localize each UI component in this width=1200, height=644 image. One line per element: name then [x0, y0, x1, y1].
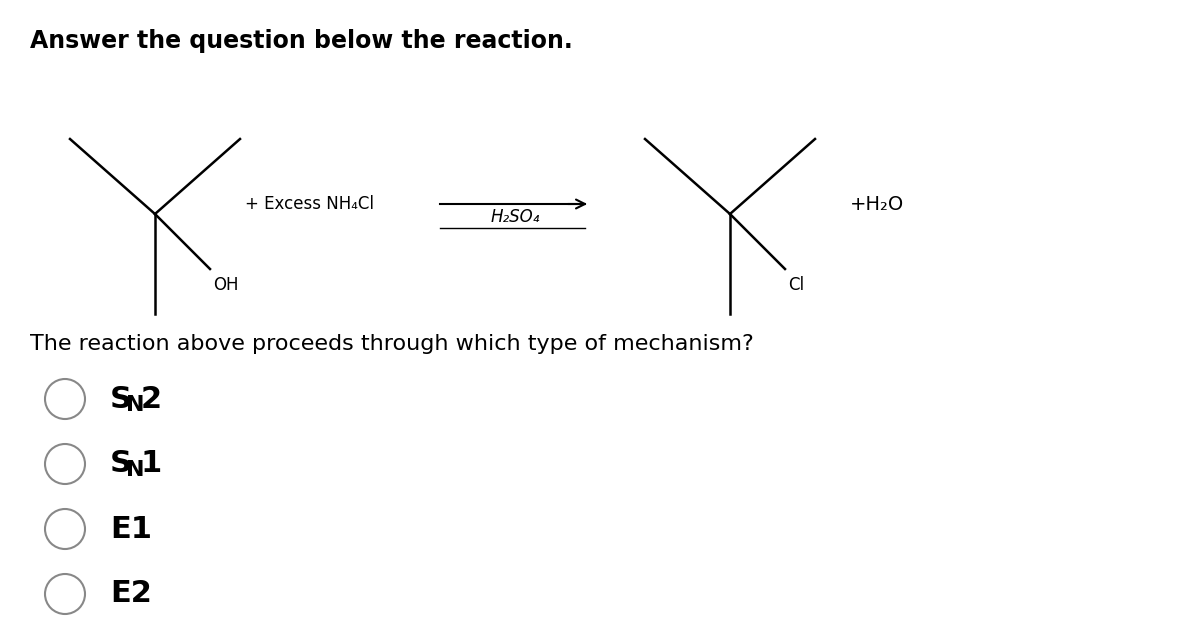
Text: Answer the question below the reaction.: Answer the question below the reaction.	[30, 29, 572, 53]
Text: E1: E1	[110, 515, 152, 544]
Text: + Excess NH₄Cl: + Excess NH₄Cl	[245, 195, 374, 213]
Text: 1: 1	[142, 450, 162, 478]
Text: The reaction above proceeds through which type of mechanism?: The reaction above proceeds through whic…	[30, 334, 754, 354]
Text: S: S	[110, 450, 132, 478]
Text: 2: 2	[142, 384, 162, 413]
Text: H₂SO₄: H₂SO₄	[491, 208, 540, 226]
Text: N: N	[126, 395, 144, 415]
Text: Cl: Cl	[788, 276, 804, 294]
Text: S: S	[110, 384, 132, 413]
Text: OH: OH	[214, 276, 239, 294]
Text: +H₂O: +H₂O	[850, 194, 905, 214]
Text: E2: E2	[110, 580, 152, 609]
Text: N: N	[126, 460, 144, 480]
